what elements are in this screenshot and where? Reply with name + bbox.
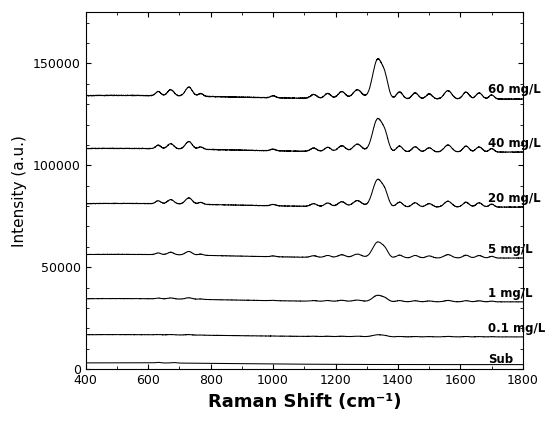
Text: 60 mg/L: 60 mg/L [488,83,541,96]
Y-axis label: Intensity (a.u.): Intensity (a.u.) [12,135,27,247]
Text: Sub: Sub [488,353,513,366]
Text: 40 mg/L: 40 mg/L [488,137,541,150]
Text: 1 mg/L: 1 mg/L [488,287,532,300]
Text: 0.1 mg/L: 0.1 mg/L [488,322,545,335]
Text: 5 mg/L: 5 mg/L [488,243,532,256]
X-axis label: Raman Shift (cm⁻¹): Raman Shift (cm⁻¹) [208,393,401,410]
Text: 20 mg/L: 20 mg/L [488,192,541,205]
